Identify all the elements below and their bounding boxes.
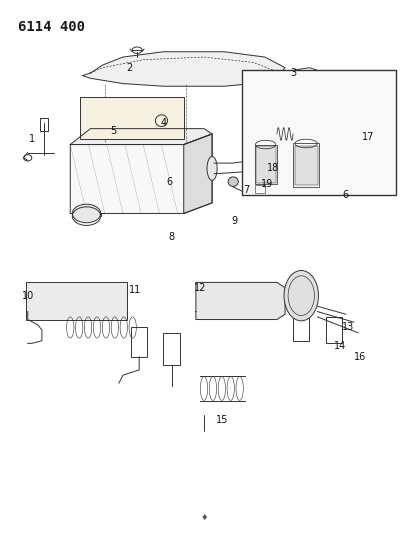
Bar — [293, 143, 319, 187]
Text: 6: 6 — [343, 190, 349, 200]
Text: 15: 15 — [216, 415, 228, 425]
Text: 17: 17 — [362, 132, 374, 142]
Bar — [255, 185, 265, 193]
Text: 3: 3 — [290, 68, 296, 78]
Bar — [40, 118, 48, 131]
Bar — [295, 146, 318, 185]
Bar — [293, 314, 309, 341]
Ellipse shape — [284, 270, 319, 321]
Bar — [131, 327, 147, 357]
Text: 5: 5 — [110, 126, 116, 136]
Polygon shape — [82, 52, 285, 86]
Bar — [255, 144, 277, 184]
Text: 16: 16 — [354, 352, 366, 361]
Ellipse shape — [228, 177, 238, 187]
Bar — [164, 333, 180, 365]
Ellipse shape — [207, 157, 217, 180]
Text: 13: 13 — [342, 322, 354, 333]
Text: 9: 9 — [231, 216, 237, 227]
Polygon shape — [70, 128, 212, 144]
Bar — [242, 70, 397, 195]
Text: ♦: ♦ — [200, 513, 208, 522]
Text: 10: 10 — [22, 290, 34, 301]
Bar — [256, 146, 276, 183]
Text: 11: 11 — [129, 285, 141, 295]
Text: 2: 2 — [126, 63, 132, 72]
Text: 4: 4 — [160, 118, 166, 128]
Text: 12: 12 — [194, 282, 206, 293]
Text: 6114 400: 6114 400 — [18, 20, 84, 34]
Polygon shape — [70, 134, 212, 214]
Polygon shape — [184, 134, 212, 214]
Text: 1: 1 — [29, 134, 35, 144]
Text: 19: 19 — [261, 179, 273, 189]
Text: 6: 6 — [166, 176, 173, 187]
Text: 18: 18 — [267, 164, 279, 173]
Bar — [80, 97, 184, 139]
Text: 14: 14 — [334, 341, 346, 351]
Bar — [26, 282, 127, 319]
Bar — [326, 317, 342, 343]
Text: 7: 7 — [244, 184, 250, 195]
Ellipse shape — [72, 204, 101, 223]
Text: 8: 8 — [169, 232, 175, 243]
Polygon shape — [196, 282, 285, 319]
